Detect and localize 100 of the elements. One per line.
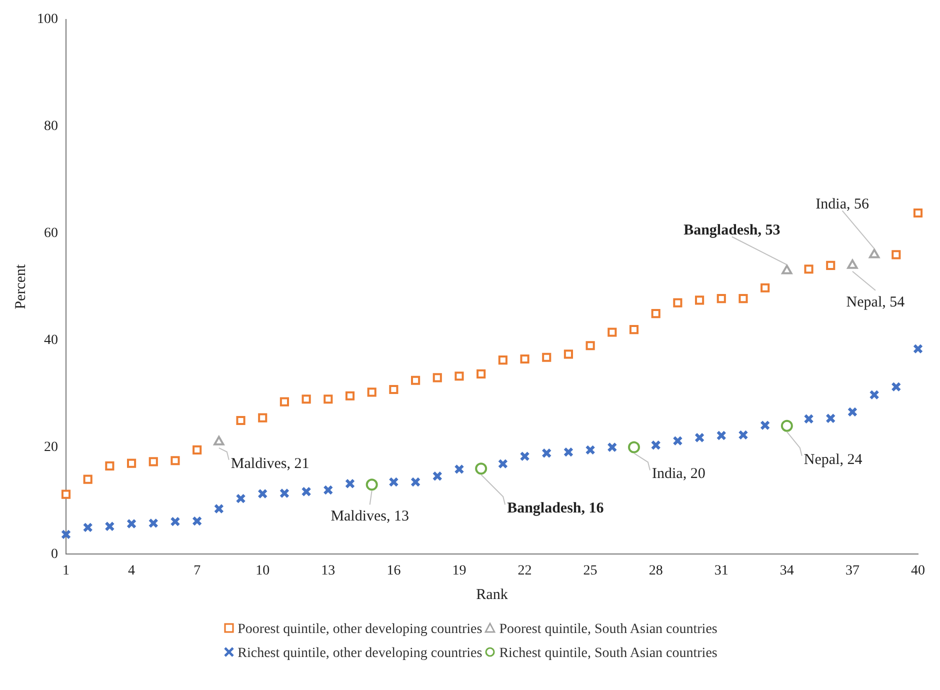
point [323,484,334,496]
legend-label: Poorest quintile, South Asian countries [499,622,718,637]
point [410,476,421,488]
point [738,430,748,440]
x-tick-label: 16 [386,563,401,578]
x-tick-label: 28 [648,563,663,578]
point [738,294,748,304]
x-tick-label: 13 [321,563,336,578]
point [520,354,530,364]
point [432,471,442,482]
point [411,376,420,385]
point [344,478,356,489]
point [148,457,158,466]
point [804,264,814,274]
annotation: Nepal, 54 [846,294,906,310]
x-axis-title: Rank [476,586,508,603]
point [913,208,923,218]
point [104,521,115,532]
y-tick-label: 40 [44,332,58,348]
y-tick-label: 20 [44,440,58,455]
point [498,458,508,469]
point [388,476,399,488]
x-tick-label: 7 [194,563,201,578]
legend-label: Richest quintile, other developing countries [238,646,482,661]
point [628,441,640,454]
x-tick-label: 25 [583,563,598,578]
point [280,397,289,406]
point [214,504,224,514]
point [302,394,311,404]
y-tick-label: 80 [44,119,58,134]
point [608,328,617,337]
point [695,296,704,305]
point [629,325,639,334]
point [105,461,114,470]
point [127,458,136,468]
point [432,373,442,382]
point [694,432,705,443]
annotation: India, 56 [816,196,870,213]
annotation: Bangladesh, 53 [684,222,780,239]
point [912,344,924,354]
x-tick-label: 19 [452,563,466,578]
x-tick-label: 31 [714,563,728,578]
point [826,413,836,424]
x-tick-label: 22 [518,563,532,578]
point [650,440,661,450]
point [83,474,92,484]
annotation: Bangladesh, 16 [507,500,604,517]
x-tick-label: 37 [845,563,860,578]
point [847,406,858,417]
annotation: India, 20 [652,466,706,482]
point [236,416,246,426]
legend-label: Richest quintile, South Asian countries [499,646,718,661]
y-tick-label: 0 [51,546,58,562]
y-tick-label: 100 [37,12,58,28]
point [498,356,508,365]
point [148,518,158,528]
point [716,430,726,441]
point [780,420,793,432]
annotation: Maldives, 21 [230,456,310,472]
x-tick-label: 1 [62,563,70,578]
point [760,420,770,430]
point [563,447,574,458]
point [475,462,488,475]
point [826,260,836,270]
legend-label: Poorest quintile, other developing countries [238,622,482,637]
point [345,391,355,400]
point [476,369,486,379]
point [542,448,552,458]
point [651,309,660,318]
x-tick-label: 4 [128,563,136,578]
point [366,478,378,491]
point [192,516,202,526]
annotation: Maldives, 13 [330,508,410,525]
point [258,488,268,499]
point [454,464,464,474]
point [585,444,596,455]
point [324,394,333,404]
point [673,298,682,308]
point [892,250,901,260]
point [782,264,792,274]
point [60,529,72,540]
point [279,488,290,498]
point [672,436,683,446]
point [214,436,224,446]
point [170,516,180,527]
point [301,486,312,497]
point [170,456,180,466]
point [564,350,573,359]
point [868,248,880,258]
annotation: Nepal, 24 [804,452,863,468]
point [389,384,398,394]
x-tick-label: 34 [780,563,794,578]
point [716,294,726,304]
point [891,382,902,392]
point [520,451,530,462]
point [804,414,814,424]
point [126,518,137,529]
point [607,442,618,452]
x-tick-label: 40 [911,563,925,578]
y-tick-label: 60 [44,226,58,241]
